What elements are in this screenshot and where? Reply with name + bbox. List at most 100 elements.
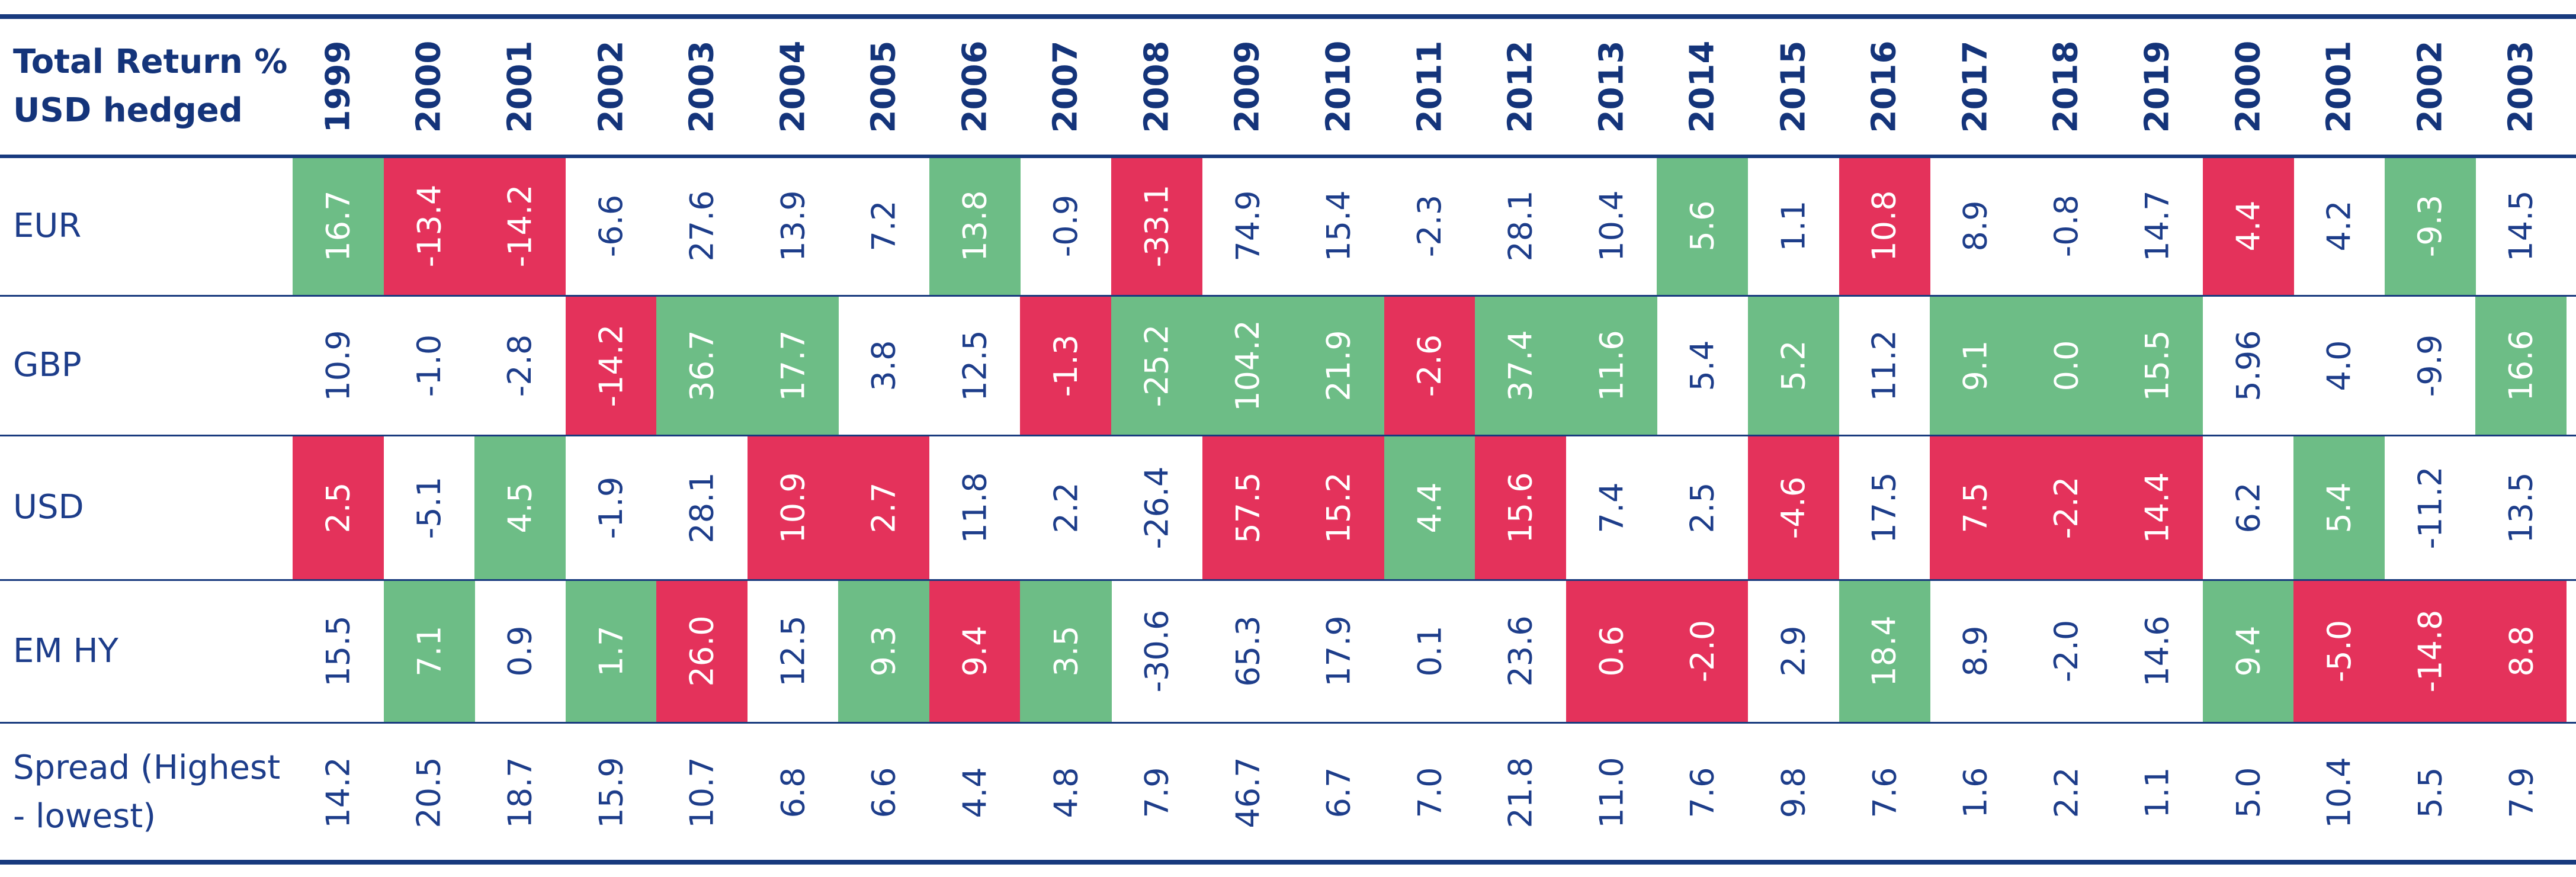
year: 2019 [2138, 40, 2177, 133]
cell: 5.4 [1657, 295, 1748, 435]
year-header: 2001 [474, 17, 566, 156]
year: 1999 [319, 40, 358, 133]
cell-value: 7.9 [2502, 767, 2540, 818]
cell: 16.6 [2475, 295, 2567, 435]
cell: 7.4 [1566, 435, 1657, 580]
cell-value: 15.9 [592, 756, 630, 828]
cell: -2.8 [474, 295, 566, 435]
cell-value: 14.6 [2138, 615, 2176, 687]
cell: -11.2 [2385, 435, 2476, 580]
year: 2003 [682, 40, 721, 133]
cell-value: 21.9 [1320, 329, 1358, 401]
cell-value: -14.2 [592, 324, 630, 407]
cell: 2.5 [1657, 435, 1748, 580]
cell: -33.1 [1111, 156, 1203, 295]
cell-value: 4.4 [1411, 482, 1449, 533]
cell-value: 12.5 [774, 615, 812, 687]
year: 2000 [2229, 40, 2268, 133]
cell-value: -2.0 [1683, 619, 1721, 683]
cell-value: 1.1 [2138, 767, 2176, 818]
cell-value: 7.0 [1411, 767, 1449, 818]
cell-value: -0.9 [1047, 194, 1085, 258]
year: 2016 [1865, 40, 1904, 133]
cell-value: -14.8 [2411, 609, 2449, 693]
cell-value: -9.3 [2411, 194, 2449, 258]
cell-value: 11.2 [1866, 329, 1904, 401]
year-header: 2010 [1293, 17, 1384, 156]
cell: 0.6 [1566, 580, 1657, 722]
cell-value: -26.4 [1138, 466, 1176, 549]
cell-value: 14.2 [319, 756, 357, 828]
cell: 5.2 [1747, 295, 1839, 435]
cell: 7.6 [1657, 722, 1748, 862]
cell-value: 5.96 [2229, 329, 2267, 401]
cell-value: -5.1 [410, 476, 448, 539]
cell-value: 20.5 [410, 756, 448, 828]
cell: 6.7 [1293, 722, 1384, 862]
year-header: 1999 [293, 17, 384, 156]
label-line: - lowest) [13, 792, 293, 841]
cell: 13.9 [748, 156, 839, 295]
cell-value: 15.4 [1320, 190, 1358, 262]
cell: 15.5 [293, 580, 384, 722]
cell: 0.9 [474, 580, 566, 722]
year-header: 2012 [1475, 17, 1566, 156]
year-header: 2019 [2112, 17, 2203, 156]
cell-value: 7.6 [1866, 767, 1904, 818]
cell-value: 104.2 [1229, 319, 1267, 412]
cell: 2.7 [838, 435, 930, 580]
title-line: USD hedged [13, 86, 293, 135]
cell: 2.9 [1748, 580, 1839, 722]
cell-value: 23.6 [1502, 615, 1539, 687]
cell-value: 37.4 [1502, 329, 1539, 401]
cell: 18.4 [1839, 580, 1930, 722]
cell-value: 16.6 [2502, 329, 2540, 401]
cell-value: 12.5 [956, 329, 994, 401]
cell: 14.6 [2112, 580, 2203, 722]
cell: 10.9 [747, 435, 839, 580]
cell: 2.5 [293, 435, 384, 580]
cell: 15.2 [1293, 435, 1385, 580]
cell-value: 4.2 [2320, 200, 2358, 252]
cell-value: 0.0 [2048, 340, 2086, 391]
cell: 4.8 [1020, 722, 1111, 862]
cell: -2.2 [2020, 435, 2112, 580]
cell: -1.9 [566, 435, 657, 580]
cell-value: 1.7 [592, 625, 630, 677]
year-header: 2002 [566, 17, 657, 156]
cell-value: 46.7 [1229, 756, 1267, 828]
cell: 6.2 [2203, 435, 2294, 580]
cell-value: -33.1 [1138, 184, 1176, 268]
cell: 28.1 [656, 435, 748, 580]
cell-value: 5.6 [1683, 200, 1721, 252]
cell-value: -1.3 [1047, 334, 1085, 397]
year: 2003 [2501, 40, 2540, 133]
year: 2001 [2320, 40, 2359, 133]
year-header: 2001 [2293, 17, 2385, 156]
cell-value: -2.6 [1411, 334, 1449, 397]
year: 2004 [774, 40, 813, 133]
cell: 36.7 [656, 295, 748, 435]
cell: 21.9 [1293, 295, 1385, 435]
cell: -25.2 [1111, 295, 1203, 435]
label-line: EM HY [13, 627, 293, 676]
cell: 3.5 [1020, 580, 1112, 722]
cell-value: -2.8 [501, 334, 539, 397]
cell: 2.2 [2021, 722, 2112, 862]
year-header: 2007 [1020, 17, 1111, 156]
cell: 6.6 [838, 722, 929, 862]
cell-value: 4.4 [956, 767, 994, 818]
year-header: 2011 [1384, 17, 1475, 156]
cell-value: -2.2 [2048, 476, 2086, 539]
cell: -4.6 [1747, 435, 1839, 580]
cell-value: -11.2 [2411, 466, 2449, 549]
year: 2005 [864, 40, 903, 133]
cell-value: 10.9 [774, 471, 812, 544]
cell-value: 27.6 [683, 190, 721, 262]
year-header: 2004 [748, 17, 839, 156]
cell-value: 9.8 [1775, 767, 1812, 818]
cell-value: 2.9 [1775, 625, 1812, 677]
year: 2013 [1592, 40, 1631, 133]
cell: 17.7 [747, 295, 839, 435]
cell-value: 6.7 [1320, 767, 1358, 818]
